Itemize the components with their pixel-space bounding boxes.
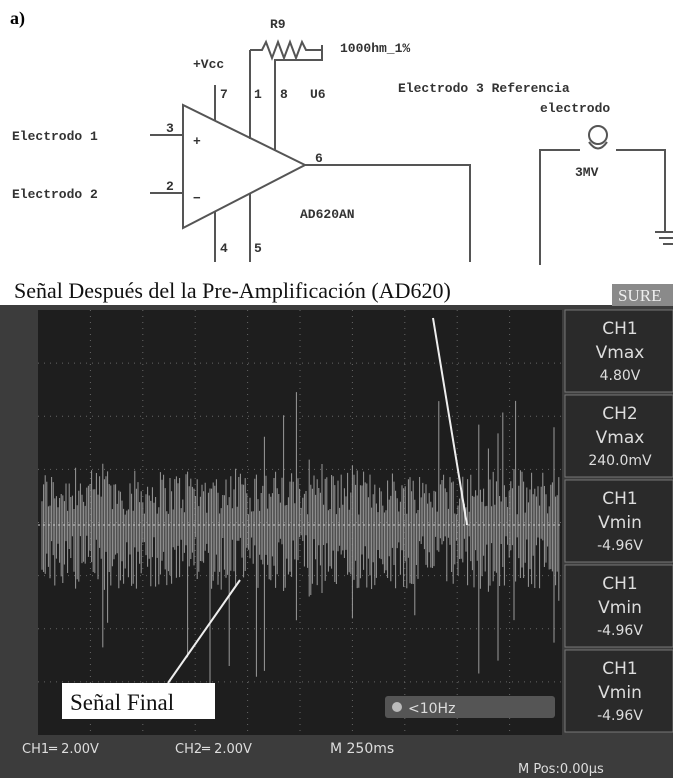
part-label: AD620AN (300, 207, 355, 222)
panel-measure: Vmin (598, 513, 642, 533)
filter-label: <10Hz (408, 701, 455, 717)
panel-channel: CH2 (602, 404, 637, 424)
panel-value: -4.96V (597, 623, 643, 639)
panel-value: -4.96V (597, 538, 643, 554)
supply-label: +Vcc (193, 57, 224, 72)
pin-label: 8 (280, 87, 288, 102)
pin-label: 7 (220, 87, 228, 102)
input-label: Electrodo 1 (12, 129, 98, 144)
oscilloscope: SURE Señal Final <10Hz CH1 Vmax 4.80V CH2 Vm… (0, 284, 673, 778)
menu-tab-text: SURE (618, 286, 661, 305)
panel-measure: Vmax (596, 343, 645, 363)
reference-label: electrodo (540, 101, 610, 116)
timebase: M 250ms (330, 741, 394, 757)
figure: a) R9 1000hm_1% +Vcc 7 1 8 U6 Electrodo … (0, 0, 673, 778)
ch1-scale: CH1═ 2.00V (22, 742, 99, 757)
ch2-scale: CH2═ 2.00V (175, 742, 252, 757)
panel-measure: Vmin (598, 683, 642, 703)
pin-label: 2 (166, 179, 174, 194)
resistor-name: R9 (270, 17, 286, 32)
pin-label: 1 (254, 87, 262, 102)
figure-label: a) (10, 8, 25, 29)
minus-sign: − (193, 191, 201, 206)
caption: Señal Después del la Pre-Amplificación (… (14, 278, 451, 303)
measurement-panels: CH1 Vmax 4.80V CH2 Vmax 240.0mV CH1 Vmin -4.96V C… (565, 310, 673, 732)
panel-measure: Vmin (598, 598, 642, 618)
pin-label: 4 (220, 241, 228, 256)
panel-channel: CH1 (602, 659, 637, 679)
panel-value: 4.80V (600, 368, 641, 384)
final-label: Señal Final (70, 690, 174, 715)
unit-label: U6 (310, 87, 326, 102)
resistor-value: 1000hm_1% (340, 41, 410, 56)
panel-channel: CH1 (602, 489, 637, 509)
source-label: 3MV (575, 165, 599, 180)
pin-label: 5 (254, 241, 262, 256)
panel-channel: CH1 (602, 574, 637, 594)
position: M Pos:0.00µs (518, 762, 604, 777)
filter-icon (392, 702, 402, 712)
input-label: Electrodo 2 (12, 187, 98, 202)
panel-value: -4.96V (597, 708, 643, 724)
reference-label: Electrodo 3 Referencia (398, 81, 570, 96)
pin-label: 3 (166, 121, 174, 136)
panel-measure: Vmax (596, 428, 645, 448)
pin-label: 6 (315, 151, 323, 166)
panel-value: 240.0mV (588, 453, 652, 469)
panel-channel: CH1 (602, 319, 637, 339)
plus-sign: + (193, 134, 201, 149)
